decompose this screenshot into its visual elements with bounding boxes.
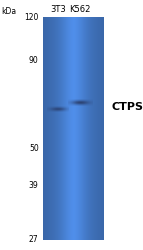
- Text: 90: 90: [29, 56, 39, 65]
- Text: 39: 39: [29, 181, 39, 190]
- Text: CTPS: CTPS: [112, 102, 143, 112]
- Text: K562: K562: [69, 5, 91, 14]
- Text: 3T3: 3T3: [50, 5, 66, 14]
- Text: 50: 50: [29, 144, 39, 152]
- Text: 120: 120: [24, 13, 39, 22]
- Text: kDa: kDa: [1, 8, 17, 16]
- Text: 27: 27: [29, 236, 39, 244]
